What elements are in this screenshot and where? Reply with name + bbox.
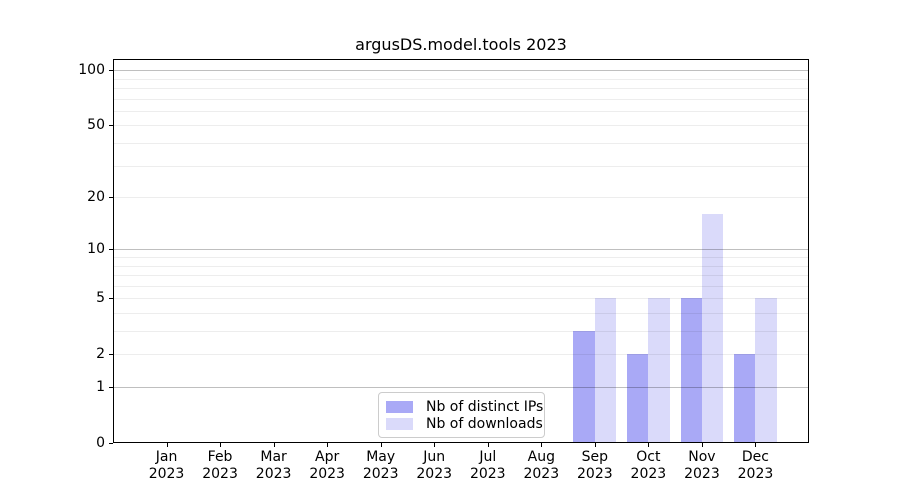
x-tick-label: Jul 2023 — [469, 449, 506, 482]
x-tick-label: May 2023 — [362, 449, 399, 482]
gridline-minor — [113, 88, 809, 89]
x-tick-label: Mar 2023 — [255, 449, 292, 482]
gridline-minor — [113, 98, 809, 100]
gridline-minor — [113, 125, 809, 127]
y-tick — [109, 298, 113, 299]
x-tick-label: Feb 2023 — [202, 449, 238, 482]
x-tick — [755, 443, 757, 447]
legend-label: Nb of downloads — [426, 416, 543, 433]
x-tick — [487, 443, 489, 447]
gridline-minor — [113, 354, 809, 356]
y-tick — [109, 249, 113, 250]
y-tick-label: 50 — [87, 117, 105, 133]
gridline-minor — [113, 110, 809, 112]
bar-sep-distinct-ips — [573, 331, 595, 443]
x-tick — [166, 443, 168, 447]
gridline-major — [113, 387, 809, 388]
y-tick-label: 2 — [96, 346, 105, 362]
bar-sep-downloads — [594, 298, 617, 443]
x-tick — [220, 443, 222, 447]
y-tick-label: 20 — [87, 189, 105, 205]
y-tick — [109, 354, 113, 355]
gridline-minor — [113, 312, 809, 314]
gridline-major — [113, 249, 809, 251]
x-tick-label: Jun 2023 — [416, 449, 453, 482]
x-tick — [701, 443, 703, 447]
gridline-minor — [113, 275, 809, 277]
gridline-minor — [113, 285, 809, 287]
y-tick-label: 1 — [96, 379, 105, 395]
bar-dec-distinct-ips — [734, 354, 756, 443]
legend-swatch-downloads — [386, 418, 413, 431]
y-tick — [109, 387, 113, 388]
x-tick — [327, 443, 329, 447]
gridline-minor — [113, 331, 809, 332]
x-tick — [594, 443, 596, 447]
x-tick-label: Nov 2023 — [684, 449, 720, 482]
chart-title: argusDS.model.tools 2023 — [355, 35, 567, 54]
y-tick — [109, 443, 113, 444]
legend-swatch-distinct-ips — [386, 400, 413, 413]
legend-label: Nb of distinct IPs — [426, 398, 544, 415]
legend-item-downloads: Nb of downloads — [386, 416, 543, 434]
gridline-minor — [113, 298, 809, 300]
bar-oct-downloads — [648, 298, 670, 443]
x-tick-label: Apr 2023 — [309, 449, 345, 482]
x-tick — [380, 443, 382, 447]
y-tick-label: 100 — [78, 62, 105, 78]
x-tick — [273, 443, 275, 447]
x-tick-label: Aug 2023 — [523, 449, 560, 482]
bar-oct-distinct-ips — [626, 354, 649, 443]
x-tick — [541, 443, 543, 447]
legend: Nb of distinct IPs Nb of downloads — [378, 392, 545, 438]
gridline-minor — [113, 256, 809, 258]
gridline-minor — [113, 165, 809, 167]
x-tick — [434, 443, 436, 447]
y-tick-label: 5 — [96, 290, 105, 306]
gridline-minor — [113, 78, 809, 80]
y-tick — [109, 125, 113, 126]
y-tick — [109, 70, 113, 71]
y-tick-label: 10 — [87, 241, 105, 257]
legend-item-distinct-ips: Nb of distinct IPs — [386, 398, 543, 416]
bar-nov-downloads — [701, 214, 724, 443]
x-tick-label: Jan 2023 — [148, 449, 185, 482]
bar-dec-downloads — [755, 298, 777, 443]
x-tick-label: Oct 2023 — [630, 449, 667, 482]
y-tick-label: 0 — [96, 435, 105, 451]
x-tick-label: Sep 2023 — [577, 449, 613, 482]
bar-nov-distinct-ips — [680, 298, 702, 443]
gridline-major — [113, 70, 809, 72]
gridline-minor — [113, 265, 809, 267]
gridline-minor — [113, 197, 809, 199]
gridline-minor — [113, 143, 809, 144]
x-tick-label: Dec 2023 — [737, 449, 774, 482]
y-tick — [109, 197, 113, 198]
x-tick — [648, 443, 650, 447]
